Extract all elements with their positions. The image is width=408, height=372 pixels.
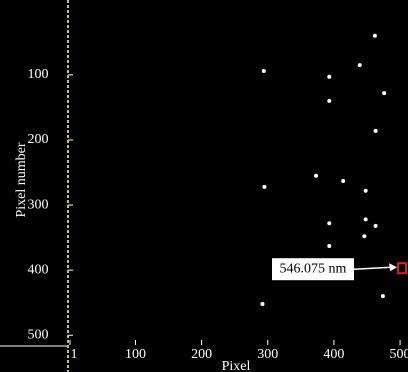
- x-tick-label: 200: [191, 347, 212, 362]
- spot: [374, 129, 378, 133]
- spot: [373, 34, 377, 38]
- spot: [362, 234, 366, 238]
- spot: [374, 224, 378, 228]
- chart: Pixel number Pixel 100200300400500110020…: [0, 0, 408, 372]
- spot: [327, 75, 331, 79]
- y-tick-label: 500: [28, 327, 49, 342]
- spot: [327, 99, 331, 103]
- y-tick-label: 300: [28, 197, 49, 212]
- x-tick-label: 1: [70, 347, 77, 362]
- spot: [382, 91, 386, 95]
- x-tick-label: 400: [323, 347, 344, 362]
- spot: [341, 179, 345, 183]
- spot: [364, 217, 368, 221]
- spot: [327, 244, 331, 248]
- spot: [262, 69, 266, 73]
- x-tick-label: 300: [257, 347, 278, 362]
- annotation-text: 546.075 nm: [280, 261, 347, 276]
- x-tick-label: 100: [125, 347, 146, 362]
- x-tick-label: 500: [390, 347, 408, 362]
- background: [0, 0, 408, 372]
- spot: [381, 294, 385, 298]
- y-tick-label: 400: [28, 262, 49, 277]
- y-tick-label: 200: [28, 132, 49, 147]
- spot: [260, 302, 264, 306]
- spot: [358, 63, 362, 67]
- y-tick-label: 100: [28, 67, 49, 82]
- x-axis-title: Pixel: [222, 359, 251, 372]
- spot: [262, 185, 266, 189]
- spot: [364, 189, 368, 193]
- spot: [327, 221, 331, 225]
- spot: [314, 174, 318, 178]
